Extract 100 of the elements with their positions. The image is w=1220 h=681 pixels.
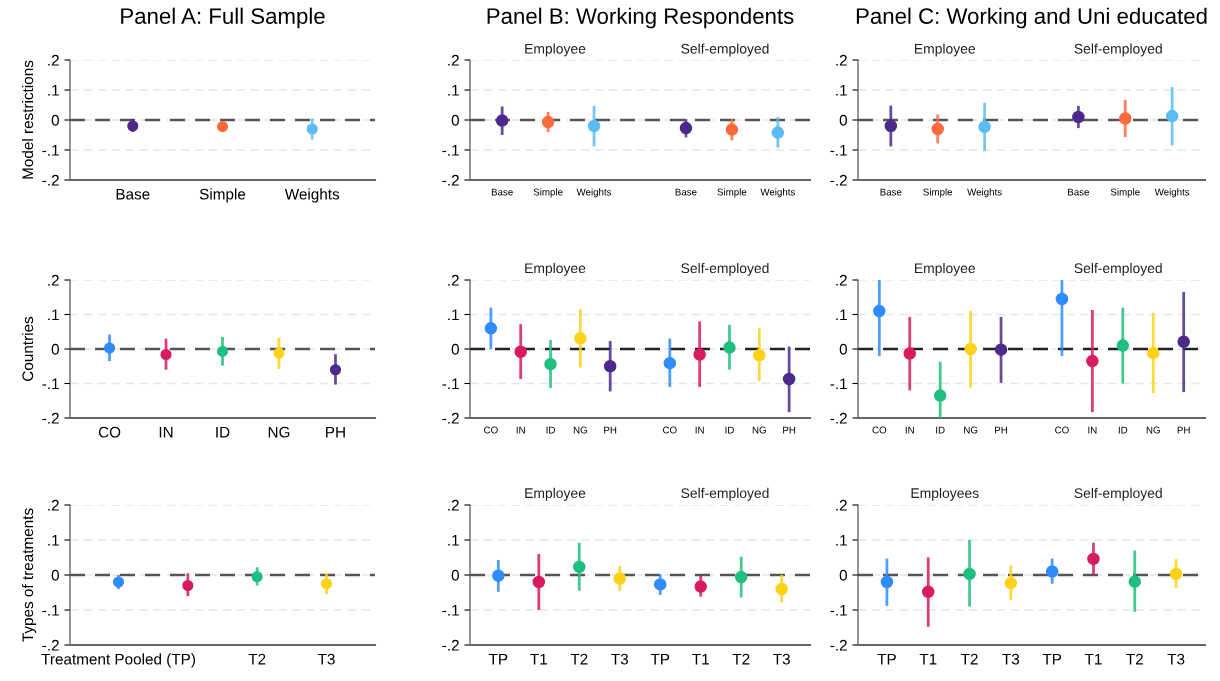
x-tick-label: CO — [663, 426, 677, 434]
y-tick-label: -.2 — [42, 174, 59, 186]
y-tick-label: 0 — [839, 114, 847, 126]
x-tick-label: Base — [491, 188, 513, 196]
x-tick-label: CO — [872, 426, 887, 434]
text: Employee — [525, 262, 586, 276]
x-tick-label: Simple — [717, 188, 747, 198]
y-tick-label: .2 — [48, 499, 59, 511]
y-tick-label: .1 — [48, 85, 59, 96]
y-tick-label: -.1 — [442, 605, 459, 616]
y-axis-title: Model restrictions — [21, 60, 34, 179]
y-tick-label: .2 — [48, 274, 59, 286]
x-tick-label: Base — [880, 188, 902, 196]
y-tick-label: 0 — [51, 569, 59, 581]
x-tick-label: T3 — [611, 653, 629, 665]
x-tick-label: IN — [905, 426, 914, 434]
text: Self-employed — [1074, 43, 1162, 57]
x-tick-label: T3 — [1167, 653, 1185, 665]
x-tick-label: IN — [159, 426, 173, 438]
y-tick-label: -.1 — [830, 605, 847, 616]
y-tick-label: .1 — [448, 535, 459, 546]
y-tick-label: .2 — [448, 499, 459, 511]
y-tick-label: -.2 — [830, 412, 847, 424]
y-tick-label: 0 — [839, 569, 847, 581]
y-tick-label: -.2 — [830, 639, 847, 651]
y-tick-label: -.1 — [42, 605, 59, 616]
x-tick-label: IN — [1088, 426, 1097, 434]
x-tick-label: Base — [116, 188, 150, 200]
y-axis-title: Countries — [21, 316, 34, 381]
x-tick-label: T1 — [1084, 653, 1102, 665]
x-tick-label: PH — [1177, 426, 1190, 434]
x-tick-label: ID — [936, 426, 945, 434]
x-tick-label: Simple — [923, 188, 953, 198]
x-tick-label: T3 — [1002, 653, 1020, 665]
text: Employee — [915, 262, 976, 276]
x-tick-label: Weights — [1154, 188, 1190, 198]
y-tick-label: -.2 — [830, 174, 847, 186]
x-tick-label: T2 — [732, 653, 750, 665]
y-tick-label: -.1 — [442, 145, 459, 156]
x-tick-label: Weights — [967, 188, 1002, 198]
x-tick-label: NG — [573, 426, 587, 434]
y-tick-label: .2 — [836, 499, 847, 511]
y-tick-label: 0 — [51, 114, 59, 126]
x-tick-label: ID — [1118, 426, 1128, 434]
y-tick-label: 0 — [839, 343, 847, 355]
y-tick-label: .2 — [448, 274, 459, 286]
y-tick-label: .1 — [48, 309, 59, 321]
x-tick-label: Weights — [576, 188, 612, 198]
x-tick-label: NG — [964, 426, 978, 434]
text: Self-employed — [1074, 487, 1162, 501]
y-tick-label: -.2 — [442, 412, 459, 424]
y-tick-label: .1 — [836, 85, 847, 96]
y-tick-label: -.1 — [830, 145, 847, 156]
text: Employee — [525, 43, 586, 57]
x-tick-label: Weights — [760, 188, 795, 198]
y-tick-label: .1 — [448, 309, 459, 321]
chart-title: Panel C: Working and Uni educated — [856, 7, 1207, 29]
text: Self-employed — [681, 262, 769, 276]
x-tick-label: PH — [995, 426, 1008, 434]
y-tick-label: .2 — [48, 54, 59, 66]
text: Self-employed — [1074, 262, 1162, 276]
y-tick-label: .1 — [448, 85, 459, 96]
x-tick-label: T2 — [1126, 653, 1143, 665]
y-tick-label: -.2 — [42, 639, 59, 651]
x-tick-label: T2 — [248, 653, 266, 665]
x-tick-label: NG — [1146, 426, 1160, 434]
x-tick-label: IN — [695, 426, 704, 434]
y-tick-label: 0 — [451, 343, 459, 355]
x-tick-label: Base — [675, 188, 697, 196]
x-tick-label: CO — [1055, 426, 1069, 434]
text: Employee — [525, 487, 586, 501]
x-tick-label: T1 — [530, 653, 547, 665]
text: Self-employed — [681, 487, 769, 501]
y-tick-label: -.1 — [830, 378, 847, 390]
y-tick-label: .1 — [48, 535, 59, 546]
y-tick-label: .1 — [836, 535, 847, 546]
x-tick-label: TP — [1042, 653, 1062, 665]
y-tick-label: -.2 — [442, 174, 459, 186]
x-tick-label: NG — [268, 426, 290, 438]
x-tick-label: Simple — [533, 188, 563, 198]
y-tick-label: .2 — [836, 54, 847, 66]
x-tick-label: Simple — [1110, 188, 1140, 198]
x-tick-label: ID — [546, 426, 555, 434]
y-tick-label: 0 — [51, 343, 59, 355]
y-tick-label: .2 — [448, 54, 459, 66]
x-tick-label: Weights — [284, 188, 340, 203]
x-tick-label: T3 — [773, 653, 790, 665]
y-tick-label: -.2 — [42, 412, 59, 424]
y-axis-title: Types of treatments — [21, 508, 37, 642]
x-tick-label: T1 — [692, 653, 709, 665]
x-tick-label: ID — [725, 426, 734, 434]
chart-title: Panel A: Full Sample — [121, 7, 325, 29]
x-tick-label: PH — [604, 426, 617, 434]
y-tick-label: -.2 — [442, 639, 459, 651]
x-tick-label: Base — [1068, 188, 1090, 196]
x-tick-label: TP — [488, 653, 508, 665]
x-tick-label: ID — [216, 426, 230, 438]
x-tick-label: T1 — [919, 653, 937, 665]
x-tick-label: CO — [98, 426, 121, 438]
chart-title: Panel B: Working Respondents — [487, 7, 794, 29]
